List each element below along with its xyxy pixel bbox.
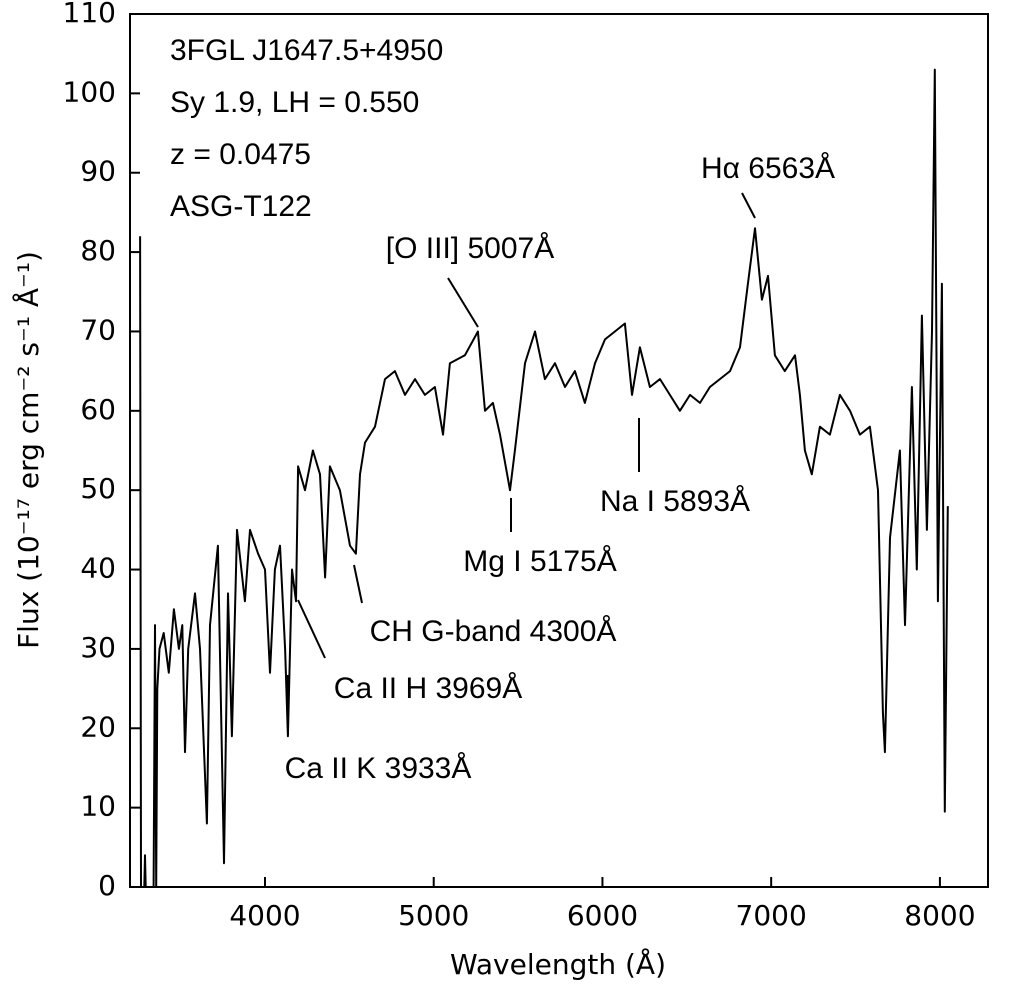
y-tick-label: 70 <box>80 313 116 346</box>
x-tick-label: 5000 <box>398 899 469 932</box>
y-tick-label: 40 <box>80 552 116 585</box>
y-tick-label: 60 <box>80 393 116 426</box>
x-axis-label: Wavelength (Å) <box>450 947 666 981</box>
y-tick-label: 10 <box>80 790 116 823</box>
line-annotation: Mg I 5175Å <box>463 545 616 578</box>
x-tick-label: 4000 <box>229 899 300 932</box>
y-axis-label: Flux (10⁻¹⁷ erg cm⁻² s⁻¹ Å⁻¹) <box>11 251 45 649</box>
info-text: 3FGL J1647.5+4950 <box>170 34 443 67</box>
annotation-lines <box>287 192 756 735</box>
y-tick-label: 100 <box>63 75 116 108</box>
line-annotation: Ca II H 3969Å <box>334 672 522 705</box>
y-tick-label: 30 <box>80 631 116 664</box>
y-tick-label: 80 <box>80 234 116 267</box>
line-annotation: Hα 6563Å <box>701 152 835 185</box>
x-tick-label: 7000 <box>736 899 807 932</box>
pointer <box>741 192 756 219</box>
pointer <box>297 599 326 659</box>
pointer <box>353 564 363 604</box>
info-text: z = 0.0475 <box>170 138 311 171</box>
y-tick-label: 0 <box>98 869 116 902</box>
line-annotation: Ca II K 3933Å <box>285 752 472 785</box>
y-tick-label: 50 <box>80 472 116 505</box>
plot-frame <box>129 13 989 888</box>
pointer <box>447 277 479 328</box>
line-annotation: [O III] 5007Å <box>386 232 554 265</box>
line-annotation: CH G-band 4300Å <box>370 615 617 648</box>
line-annotation: Na I 5893Å <box>600 485 750 518</box>
x-tick-label: 6000 <box>567 899 638 932</box>
y-tick-label: 20 <box>80 710 116 743</box>
info-text: Sy 1.9, LH = 0.550 <box>170 86 419 119</box>
y-tick-label: 90 <box>80 155 116 188</box>
x-tick-label: 8000 <box>904 899 975 932</box>
spectrum-line <box>139 68 949 888</box>
info-text: ASG-T122 <box>170 190 312 223</box>
y-tick-label: 110 <box>63 0 116 29</box>
